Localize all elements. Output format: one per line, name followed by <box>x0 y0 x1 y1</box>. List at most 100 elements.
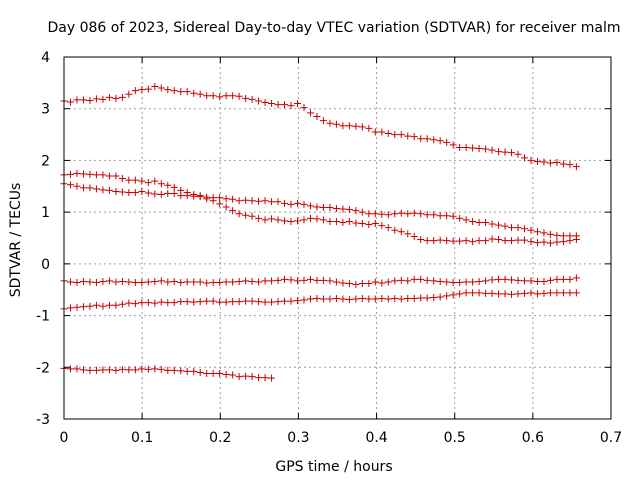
data-point <box>79 303 87 311</box>
data-point <box>482 289 490 297</box>
data-point <box>423 237 431 245</box>
data-point <box>553 238 561 246</box>
data-point <box>339 295 347 303</box>
data-point <box>268 298 276 306</box>
data-point <box>105 186 113 194</box>
data-point <box>482 218 490 226</box>
data-point <box>553 231 561 239</box>
data-point <box>138 278 146 286</box>
y-tick-label: 2 <box>41 153 50 169</box>
data-point <box>319 203 327 211</box>
data-point <box>248 197 256 205</box>
data-point <box>572 163 580 171</box>
data-point <box>125 278 133 286</box>
data-point <box>203 297 211 305</box>
data-point <box>469 144 477 152</box>
x-tick-label: 0.6 <box>522 430 544 446</box>
data-point <box>397 228 405 236</box>
data-point <box>313 276 321 284</box>
data-point <box>326 203 334 211</box>
data-point <box>462 289 470 297</box>
data-point <box>553 158 561 166</box>
data-point <box>508 237 516 245</box>
data-point <box>222 92 230 100</box>
data-point <box>79 184 87 192</box>
data-point <box>352 295 360 303</box>
data-point <box>73 169 81 177</box>
data-point <box>566 161 574 169</box>
data-point <box>436 293 444 301</box>
data-point <box>378 128 386 136</box>
data-point <box>462 237 470 245</box>
data-point <box>430 211 438 219</box>
data-point <box>559 289 567 297</box>
data-point <box>306 275 314 283</box>
data-point <box>384 130 392 138</box>
data-point <box>144 85 152 93</box>
data-point <box>475 218 483 226</box>
data-point <box>501 237 509 245</box>
data-point <box>306 214 314 222</box>
data-point <box>105 172 113 180</box>
data-point <box>157 277 165 285</box>
data-point <box>131 176 139 184</box>
data-point <box>177 367 185 375</box>
data-point <box>157 180 165 188</box>
data-point <box>572 289 580 297</box>
data-point <box>287 297 295 305</box>
data-point <box>293 199 301 207</box>
data-point <box>216 369 224 377</box>
data-point <box>125 188 133 196</box>
data-point <box>423 294 431 302</box>
data-point <box>170 87 178 95</box>
data-point <box>131 300 139 308</box>
data-point <box>164 86 172 94</box>
y-tick-label: -2 <box>36 360 50 376</box>
data-point <box>358 295 366 303</box>
data-point <box>79 277 87 285</box>
data-point <box>287 200 295 208</box>
data-point <box>482 237 490 245</box>
data-point <box>151 365 159 373</box>
data-point <box>469 278 477 286</box>
data-point <box>475 237 483 245</box>
data-point <box>229 298 237 306</box>
data-point <box>203 92 211 100</box>
data-point <box>151 177 159 185</box>
data-point <box>566 289 574 297</box>
data-point <box>365 124 373 132</box>
data-point <box>488 146 496 154</box>
data-point <box>449 141 457 149</box>
data-point <box>501 148 509 156</box>
data-point <box>138 365 146 373</box>
data-point <box>190 367 198 375</box>
data-point <box>170 366 178 374</box>
data-point <box>501 275 509 283</box>
data-point <box>443 212 451 220</box>
data-point <box>196 298 204 306</box>
data-point <box>118 277 126 285</box>
data-point <box>99 171 107 179</box>
data-point <box>86 302 94 310</box>
series-2 <box>60 169 580 247</box>
data-point <box>462 216 470 224</box>
data-point <box>131 278 139 286</box>
data-point <box>501 222 509 230</box>
data-point <box>443 278 451 286</box>
data-point <box>436 212 444 220</box>
data-point <box>164 278 172 286</box>
data-point <box>118 175 126 183</box>
data-point <box>365 221 373 229</box>
data-point <box>92 95 100 103</box>
data-point <box>319 295 327 303</box>
data-point <box>339 279 347 287</box>
data-point <box>345 217 353 225</box>
data-point <box>73 96 81 104</box>
data-point <box>196 90 204 98</box>
data-point <box>339 218 347 226</box>
data-point <box>326 119 334 127</box>
data-point <box>300 104 308 112</box>
data-point <box>339 122 347 130</box>
data-point <box>520 154 528 162</box>
